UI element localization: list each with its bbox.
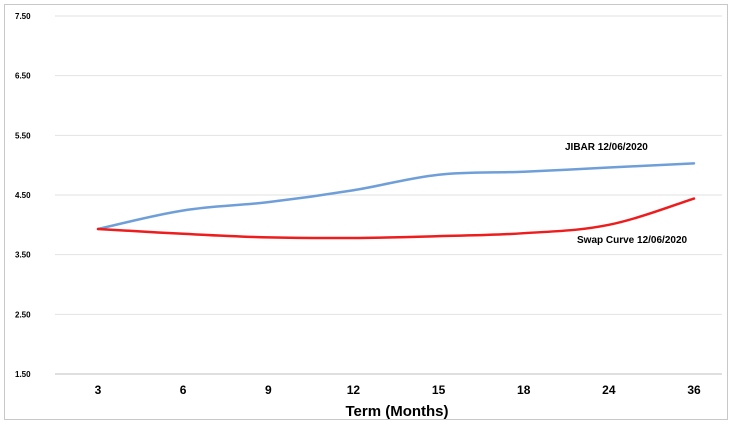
x-axis-label: Term (Months) — [345, 403, 448, 420]
series-lines — [96, 162, 696, 240]
y-tick-label: 1.50 — [15, 370, 31, 379]
x-tick-label: 6 — [180, 383, 187, 397]
series-line-jibar — [96, 162, 696, 231]
x-tick-label: 3 — [95, 383, 102, 397]
x-tick-label: 18 — [517, 383, 531, 397]
x-tick-label: 24 — [602, 383, 616, 397]
chart-frame — [4, 4, 728, 420]
grid-lines — [55, 15, 722, 375]
series-line-swap-curve — [96, 197, 696, 240]
y-tick-label: 6.50 — [15, 72, 31, 81]
y-tick-label: 2.50 — [15, 310, 31, 319]
series-label-swap-curve: Swap Curve 12/06/2020 — [577, 235, 688, 246]
x-tick-label: 9 — [265, 383, 272, 397]
x-tick-label: 12 — [347, 383, 361, 397]
y-tick-label: 7.50 — [15, 12, 31, 21]
y-tick-label: 5.50 — [15, 131, 31, 140]
x-axis-ticks: 3 6 9 12 15 18 24 36 — [95, 383, 701, 397]
x-tick-label: 36 — [687, 383, 701, 397]
y-axis-ticks: 1.50 2.50 3.50 4.50 5.50 6.50 7.50 — [15, 12, 31, 379]
y-tick-label: 3.50 — [15, 251, 31, 260]
series-label-jibar: JIBAR 12/06/2020 — [565, 142, 648, 153]
y-tick-label: 4.50 — [15, 191, 31, 200]
x-tick-label: 15 — [432, 383, 446, 397]
